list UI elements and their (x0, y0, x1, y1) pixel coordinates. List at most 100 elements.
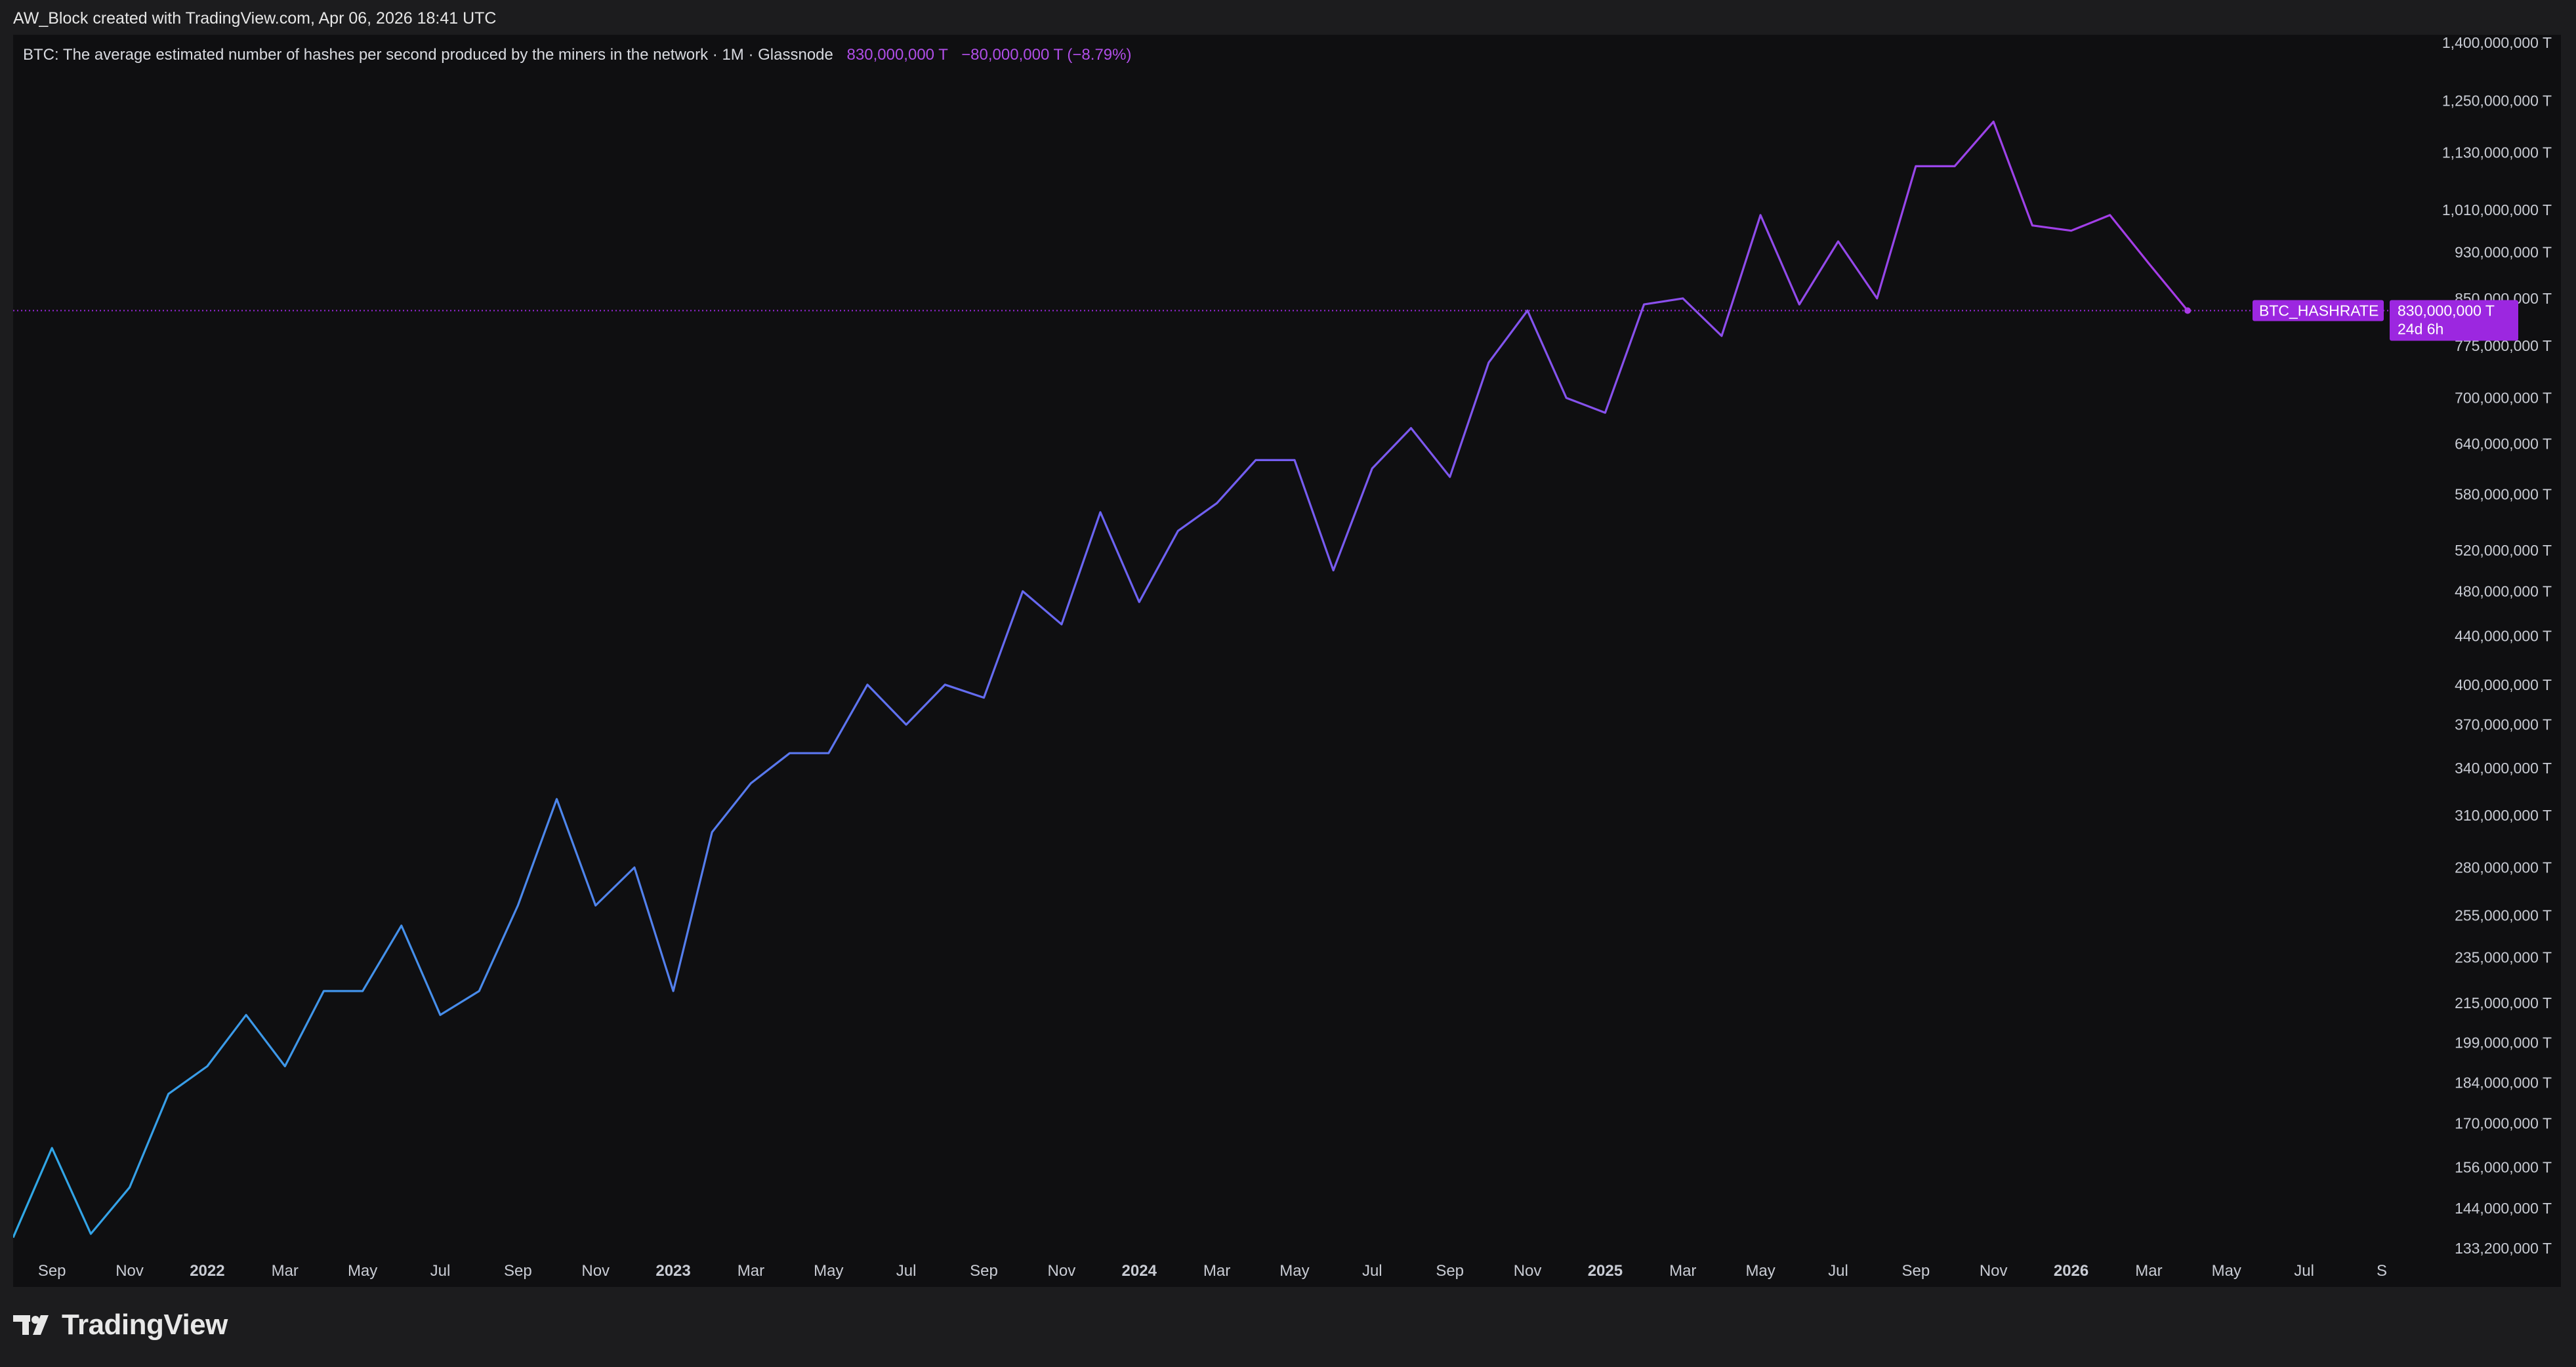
data-point[interactable] (361, 989, 365, 993)
data-point[interactable] (1487, 361, 1491, 365)
y-tick-label: 199,000,000 T (2455, 1034, 2552, 1051)
data-point[interactable] (128, 1185, 132, 1189)
svg-text:BTC: The average estimated num: BTC: The average estimated number of has… (23, 46, 1131, 64)
x-tick-label: May (2212, 1262, 2241, 1280)
x-tick-label: Nov (1048, 1262, 1076, 1280)
data-point[interactable] (1098, 510, 1102, 514)
data-point[interactable] (1564, 396, 1568, 400)
y-tick-label: 580,000,000 T (2455, 486, 2552, 503)
data-point[interactable] (1331, 568, 1335, 572)
data-point[interactable] (594, 903, 598, 907)
data-point[interactable] (1720, 334, 1724, 338)
y-tick-label: 1,130,000,000 T (2442, 144, 2552, 161)
y-tick-label: 700,000,000 T (2455, 390, 2552, 407)
y-tick-label: 184,000,000 T (2455, 1074, 2552, 1092)
x-tick-label: Jul (2294, 1262, 2314, 1280)
data-point[interactable] (1370, 466, 1374, 470)
data-point[interactable] (89, 1232, 93, 1236)
data-point[interactable] (205, 1064, 209, 1068)
y-tick-label: 255,000,000 T (2455, 907, 2552, 924)
x-tick-label: Mar (2135, 1262, 2162, 1280)
data-point[interactable] (1060, 622, 1064, 626)
data-point[interactable] (1758, 213, 1762, 217)
y-tick-label: 215,000,000 T (2455, 994, 2552, 1011)
data-point[interactable] (1448, 475, 1452, 479)
data-point[interactable] (1991, 119, 1995, 123)
data-point[interactable] (749, 781, 753, 785)
data-point[interactable] (516, 903, 520, 907)
data-point[interactable] (1176, 529, 1180, 533)
data-point[interactable] (438, 1013, 442, 1017)
series-line-btc-hashrate[interactable] (13, 120, 2189, 1238)
data-point[interactable] (943, 683, 947, 687)
data-point[interactable] (1953, 164, 1957, 168)
data-point[interactable] (283, 1064, 287, 1068)
data-point[interactable] (1293, 458, 1297, 462)
x-tick-label: May (1279, 1262, 1309, 1280)
y-tick-label: 1,010,000,000 T (2442, 201, 2552, 218)
data-point[interactable] (710, 830, 714, 834)
data-point[interactable] (1914, 164, 1918, 168)
price-value-tag (2390, 300, 2518, 341)
x-tick-label: Jul (430, 1262, 451, 1280)
data-point[interactable] (671, 989, 675, 993)
y-axis[interactable]: 1,400,000,000 T 1,250,000,000 T 1,130,000,… (2442, 35, 2552, 1257)
data-point[interactable] (2108, 213, 2112, 217)
y-tick-label: 440,000,000 T (2455, 627, 2552, 644)
data-point[interactable] (1836, 239, 1840, 243)
tradingview-brand-text: TradingView (62, 1309, 228, 1341)
data-point[interactable] (1681, 296, 1685, 300)
x-tick-label: Sep (970, 1262, 998, 1280)
data-point[interactable] (244, 1013, 248, 1017)
data-point[interactable] (1215, 501, 1219, 505)
data-point[interactable] (2069, 229, 2073, 233)
chart-canvas[interactable]: BTC: The average estimated number of has… (13, 35, 2561, 1287)
x-tick-label: Mar (737, 1262, 764, 1280)
data-point[interactable] (1642, 302, 1646, 306)
y-tick-label: 310,000,000 T (2455, 807, 2552, 824)
legend-title: BTC: The average estimated number of has… (23, 46, 833, 64)
x-tick-label: Mar (1203, 1262, 1230, 1280)
tradingview-footer[interactable]: TradingView (13, 1309, 228, 1341)
data-point[interactable] (322, 989, 325, 993)
x-tick-label: Nov (581, 1262, 610, 1280)
data-point[interactable] (1137, 600, 1141, 604)
data-point[interactable] (1021, 589, 1025, 593)
chart-panel[interactable]: BTC: The average estimated number of has… (13, 35, 2561, 1287)
data-point[interactable] (400, 924, 404, 928)
data-point[interactable] (633, 866, 636, 870)
data-point[interactable] (555, 797, 559, 801)
data-point[interactable] (2147, 262, 2151, 266)
data-point[interactable] (1797, 302, 1801, 306)
x-axis[interactable]: Sep Nov 2022 Mar May Jul Sep Nov 2023 Mar May Jul Se… (38, 1262, 2387, 1280)
data-point[interactable] (1526, 308, 1529, 312)
legend-change: −80,000,000 T (−8.79%) (961, 46, 1131, 64)
data-point[interactable] (1603, 411, 1607, 415)
data-point[interactable] (865, 683, 869, 687)
x-tick-label: Nov (1980, 1262, 2008, 1280)
data-point[interactable] (50, 1146, 54, 1150)
x-tick-label: May (348, 1262, 377, 1280)
x-tick-label: Sep (38, 1262, 66, 1280)
x-tick-label: Sep (1901, 1262, 1930, 1280)
y-tick-label: 340,000,000 T (2455, 760, 2552, 777)
data-point[interactable] (788, 751, 792, 755)
data-point[interactable] (982, 696, 986, 700)
series-name-tag-text: BTC_HASHRATE (2259, 302, 2379, 319)
y-tick-label: 235,000,000 T (2455, 949, 2552, 966)
data-point[interactable] (1254, 458, 1258, 462)
data-point[interactable] (477, 989, 481, 993)
y-tick-label: 400,000,000 T (2455, 676, 2552, 693)
y-tick-label: 133,200,000 T (2455, 1240, 2552, 1257)
y-tick-label: 280,000,000 T (2455, 859, 2552, 876)
price-label-group: BTC_HASHRATE 830,000,000 T 24d 6h (2253, 300, 2518, 341)
y-tick-label: 640,000,000 T (2455, 436, 2552, 453)
data-point[interactable] (167, 1092, 171, 1096)
x-tick-label: Mar (272, 1262, 299, 1280)
data-point[interactable] (1409, 426, 1413, 430)
data-point[interactable] (827, 751, 831, 755)
x-tick-label: Nov (115, 1262, 144, 1280)
data-point[interactable] (2030, 224, 2034, 228)
data-point[interactable] (1875, 296, 1879, 300)
data-point[interactable] (904, 723, 908, 727)
